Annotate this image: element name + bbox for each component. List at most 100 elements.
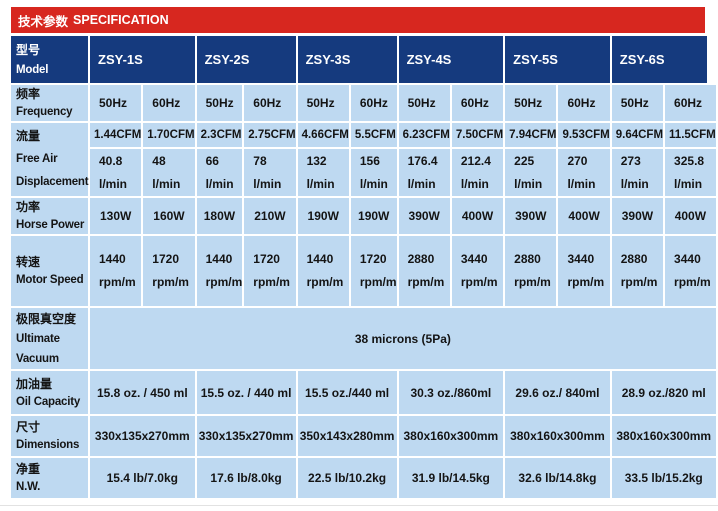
speed-value: 1720 [253,252,280,266]
power-cell: 190W [297,198,349,234]
speed-unit: rpm/m [514,275,551,289]
speed-unit: rpm/m [306,275,344,289]
flow-lmin-cell: 156 l/min [350,149,397,196]
vacuum-value-cell: 38 microns (5Pa) [90,308,716,369]
oil-capacity-cell: 29.6 oz./ 840ml [505,371,610,414]
speed-cell: 3440 rpm/m [451,236,504,306]
label-en: Model [16,63,49,76]
flow-lmin-cell: 270 l/min [558,149,610,196]
flow-unit: l/min [514,176,543,191]
label-en: Frequency [16,106,73,118]
flow-lmin-cell: 78 l/min [244,149,296,196]
flow-cfm-cell: 5.5CFM [350,123,397,147]
power-cell: 390W [611,198,664,234]
row-label-speed: 转速 Motor Speed [11,236,88,306]
flow-cfm-cell: 7.50CFM [451,123,504,147]
frequency-cell: 60Hz [558,85,610,121]
speed-value: 1720 [152,252,179,266]
label-en: Vacuum [16,352,59,365]
model-cell: ZSY-3S [297,36,397,83]
frequency-cell: 50Hz [297,85,349,121]
model-cell: ZSY-5S [505,36,610,83]
spec-page: 技术参数 SPECIFICATION 型号 Model ZSY-1S ZSY-2… [11,7,716,498]
net-weight-cell: 31.9 lb/14.5kg [398,458,504,498]
speed-unit: rpm/m [460,275,498,289]
speed-cell: 1440 rpm/m [196,236,243,306]
speed-cell: 2880 rpm/m [611,236,664,306]
row-label-oil: 加油量 Oil Capacity [11,371,88,414]
label-zh: 净重 [16,462,41,476]
frequency-cell: 60Hz [350,85,397,121]
model-cell: ZSY-2S [196,36,296,83]
speed-value: 3440 [460,252,488,266]
speed-cell: 2880 rpm/m [505,236,557,306]
label-zh: 尺寸 [16,420,41,434]
label-en: Dimensions [16,439,80,451]
speed-unit: rpm/m [205,275,243,289]
label-zh: 功率 [16,200,41,214]
label-zh: 流量 [16,129,41,143]
label-en: N.W. [16,481,41,493]
speed-unit: rpm/m [567,275,605,289]
label-zh: 频率 [16,87,41,101]
flow-value: 132 [306,153,327,168]
flow-lmin-cell: 225 l/min [505,149,557,196]
speed-value: 3440 [674,252,701,266]
power-cell: 400W [451,198,504,234]
dimensions-cell: 380x160x300mm [505,416,610,456]
model-cell: ZSY-1S [90,36,195,83]
oil-capacity-cell: 15.8 oz. / 450 ml [90,371,195,414]
dimensions-cell: 380x160x300mm [611,416,716,456]
flow-value: 66 [205,153,219,168]
power-cell: 190W [350,198,397,234]
flow-value: 40.8 [99,153,123,168]
label-en: Displacement [16,176,89,188]
flow-unit: l/min [99,176,128,191]
frequency-cell: 60Hz [143,85,195,121]
dimensions-cell: 350x143x280mm [297,416,397,456]
net-weight-cell: 22.5 lb/10.2kg [297,458,397,498]
flow-unit: l/min [460,176,489,191]
flow-value: 156 [359,153,380,168]
row-label-flow: 流量 Free Air Displacement [11,123,89,196]
flow-cfm-cell: 6.23CFM [398,123,450,147]
flow-lmin-cell: 132 l/min [297,149,349,196]
speed-value: 2880 [514,252,541,266]
flow-cfm-cell: 2.75CFM [244,123,296,147]
frequency-cell: 60Hz [451,85,504,121]
bottom-divider [0,505,718,506]
speed-unit: rpm/m [407,275,445,289]
label-en: Motor Speed [16,274,84,286]
flow-lmin-cell: 212.4 l/min [451,149,504,196]
flow-lmin-cell: 325.8 l/min [665,149,716,196]
flow-cfm-cell: 4.66CFM [297,123,349,147]
label-zh: 加油量 [16,376,53,391]
net-weight-cell: 17.6 lb/8.0kg [196,458,296,498]
row-label-model: 型号 Model [11,36,88,83]
frequency-cell: 50Hz [90,85,142,121]
row-label-power: 功率 Horse Power [11,198,88,234]
row-label-dimensions: 尺寸 Dimensions [11,416,88,456]
speed-cell: 3440 rpm/m [558,236,610,306]
row-label-vacuum: 极限真空度 Ultimate Vacuum [11,308,88,369]
net-weight-cell: 32.6 lb/14.8kg [505,458,610,498]
net-weight-cell: 15.4 lb/7.0kg [90,458,195,498]
power-cell: 400W [665,198,716,234]
flow-value: 78 [253,153,267,168]
row-label-frequency: 频率 Frequency [11,85,88,121]
model-cell: ZSY-6S [611,36,707,83]
power-cell: 390W [398,198,450,234]
flow-lmin-cell: 176.4 l/min [398,149,450,196]
flow-cfm-cell: 9.53CFM [558,123,610,147]
power-cell: 180W [196,198,243,234]
speed-cell: 1720 rpm/m [143,236,195,306]
oil-capacity-cell: 15.5 oz./440 ml [297,371,397,414]
flow-value: 273 [620,153,641,168]
frequency-cell: 50Hz [611,85,664,121]
flow-cfm-cell: 9.64CFM [611,123,664,147]
speed-unit: rpm/m [253,275,290,289]
speed-unit: rpm/m [674,275,711,289]
label-zh: 型号 [16,42,41,57]
speed-cell: 2880 rpm/m [398,236,450,306]
dimensions-cell: 330x135x270mm [90,416,195,456]
